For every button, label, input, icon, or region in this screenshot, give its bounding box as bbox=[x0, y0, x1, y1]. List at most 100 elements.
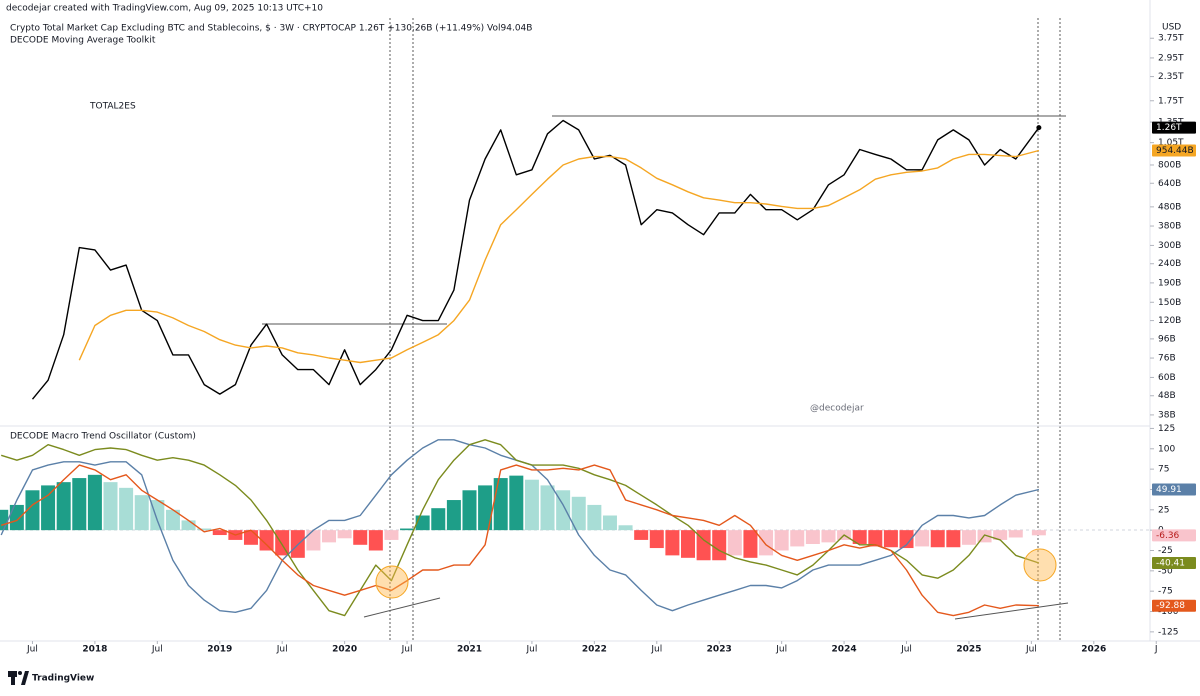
histogram-bar bbox=[790, 530, 805, 547]
x-tick-label: Jul bbox=[151, 645, 163, 655]
y-tick-label: 60B bbox=[1158, 373, 1176, 383]
y-tick-label: 480B bbox=[1158, 202, 1181, 212]
highlight-circle bbox=[375, 565, 409, 599]
histogram-bar bbox=[181, 520, 196, 531]
y-tick-label: 240B bbox=[1158, 259, 1181, 269]
histogram-bar bbox=[259, 530, 274, 551]
value-box bbox=[1152, 483, 1196, 496]
histogram-bar bbox=[993, 530, 1008, 540]
histogram-bar bbox=[275, 530, 290, 556]
histogram-bar bbox=[134, 495, 149, 531]
x-tick-label: 2026 bbox=[1081, 645, 1106, 655]
histogram-bar bbox=[571, 496, 586, 531]
histogram-bar bbox=[41, 485, 56, 531]
trend-line bbox=[954, 602, 1069, 620]
series-line bbox=[0, 464, 1039, 617]
y-tick-label: -75 bbox=[1158, 587, 1173, 597]
histogram-bar bbox=[384, 530, 399, 540]
y-tick-label: 120B bbox=[1158, 316, 1181, 326]
histogram-bar bbox=[712, 530, 727, 561]
oscillator-title: DECODE Macro Trend Oscillator (Custom) bbox=[10, 432, 196, 442]
x-tick-label: 2019 bbox=[207, 645, 232, 655]
histogram-bar bbox=[634, 530, 649, 540]
histogram-bar bbox=[930, 530, 945, 548]
histogram-bar bbox=[540, 485, 555, 531]
logo-icon bbox=[8, 671, 17, 677]
series-line bbox=[0, 439, 1040, 617]
histogram-bar bbox=[821, 530, 836, 543]
histogram-bar bbox=[1008, 530, 1023, 538]
histogram-bar bbox=[727, 530, 742, 556]
histogram-bar bbox=[852, 530, 867, 544]
value-box bbox=[1152, 557, 1196, 570]
histogram-bar bbox=[72, 478, 87, 531]
histogram-bar bbox=[56, 482, 71, 531]
value-label: 49.91 bbox=[1156, 485, 1182, 495]
watermark: @decodejar bbox=[810, 404, 864, 414]
value-label: 954.44B bbox=[1156, 146, 1194, 156]
histogram-bar bbox=[665, 530, 680, 556]
x-tick-label: Jul bbox=[276, 645, 288, 655]
y-tick-label: 25 bbox=[1158, 505, 1169, 515]
histogram-bar bbox=[353, 530, 368, 545]
y-tick-label: 2.35T bbox=[1158, 72, 1184, 82]
x-tick-label: Jul bbox=[401, 645, 413, 655]
currency: USD bbox=[1162, 23, 1181, 33]
x-tick-label: 2025 bbox=[956, 645, 981, 655]
value-label: -6.36 bbox=[1156, 531, 1180, 541]
y-tick-label: 380B bbox=[1158, 222, 1181, 232]
value-box bbox=[1152, 144, 1196, 157]
y-tick-label: -100 bbox=[1158, 607, 1179, 617]
last-point bbox=[1036, 125, 1042, 131]
histogram-bar bbox=[509, 475, 524, 531]
histogram-bar bbox=[587, 504, 602, 531]
histogram-bar bbox=[602, 515, 617, 531]
histogram-bar bbox=[415, 515, 430, 531]
chart-title: Crypto Total Market Cap Excluding BTC an… bbox=[10, 24, 532, 34]
y-tick-label: 2.95T bbox=[1158, 53, 1184, 63]
y-tick-label: 1.05T bbox=[1158, 138, 1184, 148]
value-box bbox=[1152, 529, 1196, 542]
x-tick-label: 2024 bbox=[832, 645, 857, 655]
histogram-bar bbox=[759, 530, 774, 556]
histogram-bar bbox=[87, 474, 102, 531]
value-label: -40.41 bbox=[1156, 559, 1185, 569]
histogram-bar bbox=[915, 530, 930, 547]
x-tick-label: 2021 bbox=[457, 645, 482, 655]
x-tick-label: 2018 bbox=[82, 645, 107, 655]
y-tick-label: 640B bbox=[1158, 179, 1181, 189]
histogram-bar bbox=[524, 479, 539, 531]
trend-line bbox=[363, 597, 441, 618]
highlight-circle bbox=[1023, 548, 1057, 582]
histogram-bar bbox=[9, 504, 24, 531]
y-tick-label: 190B bbox=[1158, 278, 1181, 288]
x-tick-label: Jul bbox=[775, 645, 787, 655]
x-tick-label: J bbox=[1154, 645, 1158, 655]
histogram-bar bbox=[337, 530, 352, 539]
y-tick-label: 100 bbox=[1158, 444, 1175, 454]
y-tick-label: 96B bbox=[1158, 334, 1176, 344]
y-tick-label: -25 bbox=[1158, 546, 1173, 556]
logo-icon bbox=[11, 677, 15, 685]
histogram-bar bbox=[883, 530, 898, 548]
y-tick-label: 125 bbox=[1158, 424, 1175, 434]
x-tick-label: 2023 bbox=[707, 645, 732, 655]
histogram-bar bbox=[446, 500, 461, 531]
histogram-bar bbox=[212, 530, 227, 536]
histogram-bar bbox=[493, 478, 508, 531]
logo-icon bbox=[18, 671, 22, 675]
x-tick-label: Jul bbox=[650, 645, 662, 655]
y-tick-label: 3.75T bbox=[1158, 34, 1184, 44]
histogram-bar bbox=[618, 525, 633, 531]
histogram-bar bbox=[805, 530, 820, 544]
y-tick-label: 1.75T bbox=[1158, 96, 1184, 106]
series-line bbox=[31, 119, 1040, 400]
y-tick-label: -125 bbox=[1158, 627, 1178, 637]
logo: TradingView bbox=[8, 671, 94, 685]
x-tick-label: Jul bbox=[900, 645, 912, 655]
histogram-bar bbox=[103, 482, 118, 531]
histogram-bar bbox=[165, 509, 180, 531]
histogram-bar bbox=[400, 528, 415, 531]
